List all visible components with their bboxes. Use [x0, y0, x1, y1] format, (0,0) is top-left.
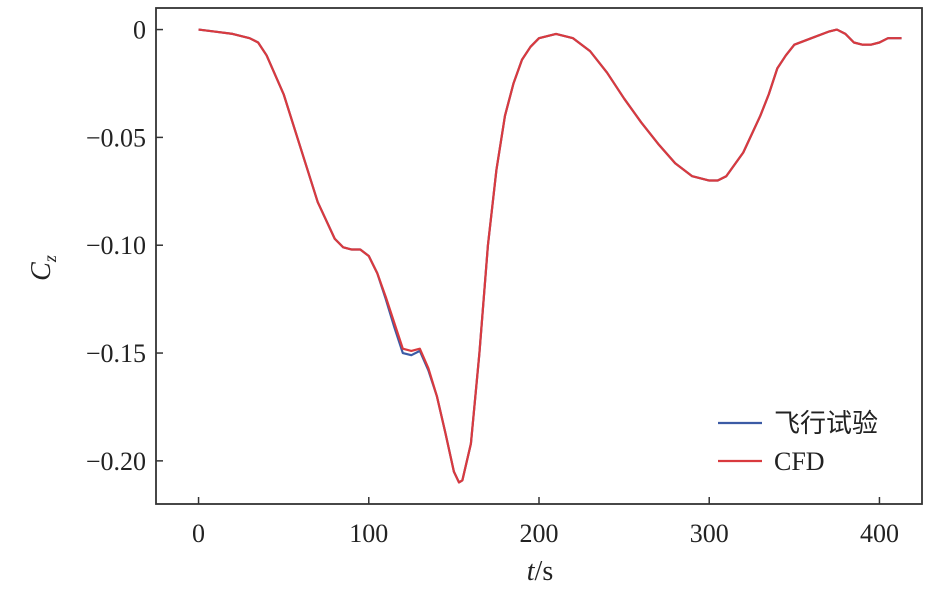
y-axis-label-sub: z — [40, 255, 60, 263]
y-tick-label: 0 — [133, 16, 146, 45]
x-tick-label: 0 — [192, 519, 205, 548]
y-axis-label: Cz — [26, 255, 60, 281]
y-axis-label-var: C — [26, 262, 57, 281]
legend-label-flight-test: 飞行试验 — [774, 409, 878, 438]
series-layer — [198, 28, 902, 484]
x-axis-label-var: t — [527, 556, 536, 587]
y-tick-label: −0.10 — [86, 231, 146, 260]
x-tick-label: 300 — [690, 519, 729, 548]
series-line-cfd — [198, 28, 902, 484]
y-tick-label: −0.15 — [86, 339, 146, 368]
x-tick-label: 100 — [349, 519, 388, 548]
x-tick-label: 400 — [860, 519, 899, 548]
y-tick-label: −0.20 — [86, 447, 146, 476]
x-axis-label-unit: /s — [535, 556, 554, 587]
y-tick-label: −0.05 — [86, 123, 146, 152]
x-axis-ticks: 0 100 200 300 400 — [192, 497, 899, 548]
x-tick-label: 200 — [520, 519, 559, 548]
y-axis-ticks: 0 −0.05 −0.10 −0.15 −0.20 — [86, 16, 163, 476]
x-axis-label: t/s — [527, 556, 553, 587]
legend-label-cfd: CFD — [774, 447, 825, 476]
legend: 飞行试验 CFD — [718, 409, 878, 476]
